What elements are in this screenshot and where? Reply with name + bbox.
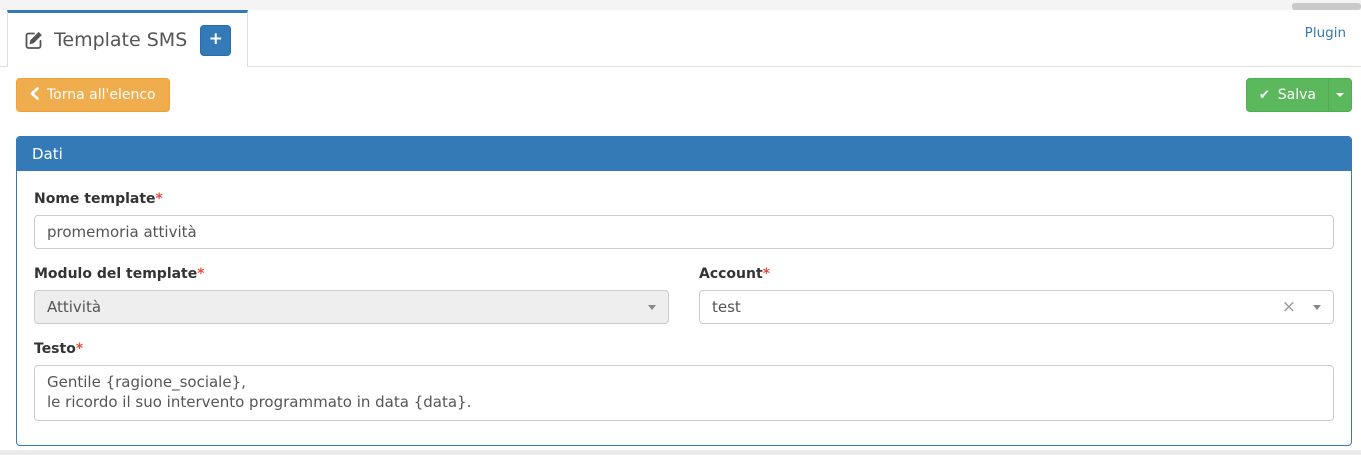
required-marker: * (75, 341, 84, 357)
top-scroll-strip (0, 0, 1361, 10)
caret-down-icon (1336, 93, 1344, 97)
required-marker: * (762, 266, 771, 282)
account-field-group: Account* test × (699, 266, 1334, 324)
required-marker: * (155, 191, 163, 207)
plugin-link[interactable]: Plugin (1304, 25, 1346, 41)
dati-panel: Dati Nome template* Modulo del template*… (16, 136, 1352, 446)
testo-textarea[interactable]: Gentile {ragione_sociale}, le ricordo il… (34, 365, 1334, 421)
modulo-template-select: Attività (34, 290, 669, 324)
tab-title: Template SMS (54, 29, 188, 51)
modulo-template-field-group: Modulo del template* Attività (34, 266, 669, 324)
caret-down-icon (1313, 304, 1321, 310)
save-dropdown-toggle[interactable] (1328, 78, 1352, 112)
save-button-group: ✔ Salva (1245, 78, 1352, 112)
check-icon: ✔ (1258, 87, 1270, 103)
back-to-list-button[interactable]: Torna all'elenco (16, 78, 170, 112)
save-button[interactable]: ✔ Salva (1245, 78, 1329, 112)
testo-label: Testo* (34, 341, 84, 357)
modulo-template-selected-value: Attività (47, 298, 102, 316)
horizontal-scrollbar-thumb[interactable] (1292, 3, 1361, 10)
account-selected-value: test (712, 298, 741, 316)
panel-body: Nome template* Modulo del template* Atti… (17, 171, 1351, 445)
caret-down-icon (648, 304, 656, 310)
toolbar: Torna all'elenco ✔ Salva (0, 67, 1361, 112)
nome-template-field-group: Nome template* (34, 191, 1334, 249)
account-select[interactable]: test × (699, 290, 1334, 324)
add-template-button[interactable]: + (200, 24, 232, 56)
nome-template-label: Nome template* (34, 191, 163, 207)
required-marker: * (197, 266, 205, 282)
account-label: Account* (699, 266, 771, 282)
modulo-template-label: Modulo del template* (34, 266, 205, 282)
clear-selection-icon[interactable]: × (1281, 296, 1296, 317)
back-button-label: Torna all'elenco (47, 87, 156, 103)
testo-field-group: Testo* Gentile {ragione_sociale}, le ric… (34, 341, 1334, 421)
tab-template-sms[interactable]: Template SMS + (7, 10, 248, 67)
chevron-left-icon (30, 86, 39, 104)
tab-bar: Template SMS + Plugin (0, 10, 1361, 67)
edit-icon (24, 30, 44, 50)
save-button-label: Salva (1277, 87, 1316, 103)
modulo-account-row: Modulo del template* Attività Account* t… (34, 266, 1334, 324)
nome-template-input[interactable] (34, 215, 1334, 249)
panel-title: Dati (17, 137, 1351, 171)
